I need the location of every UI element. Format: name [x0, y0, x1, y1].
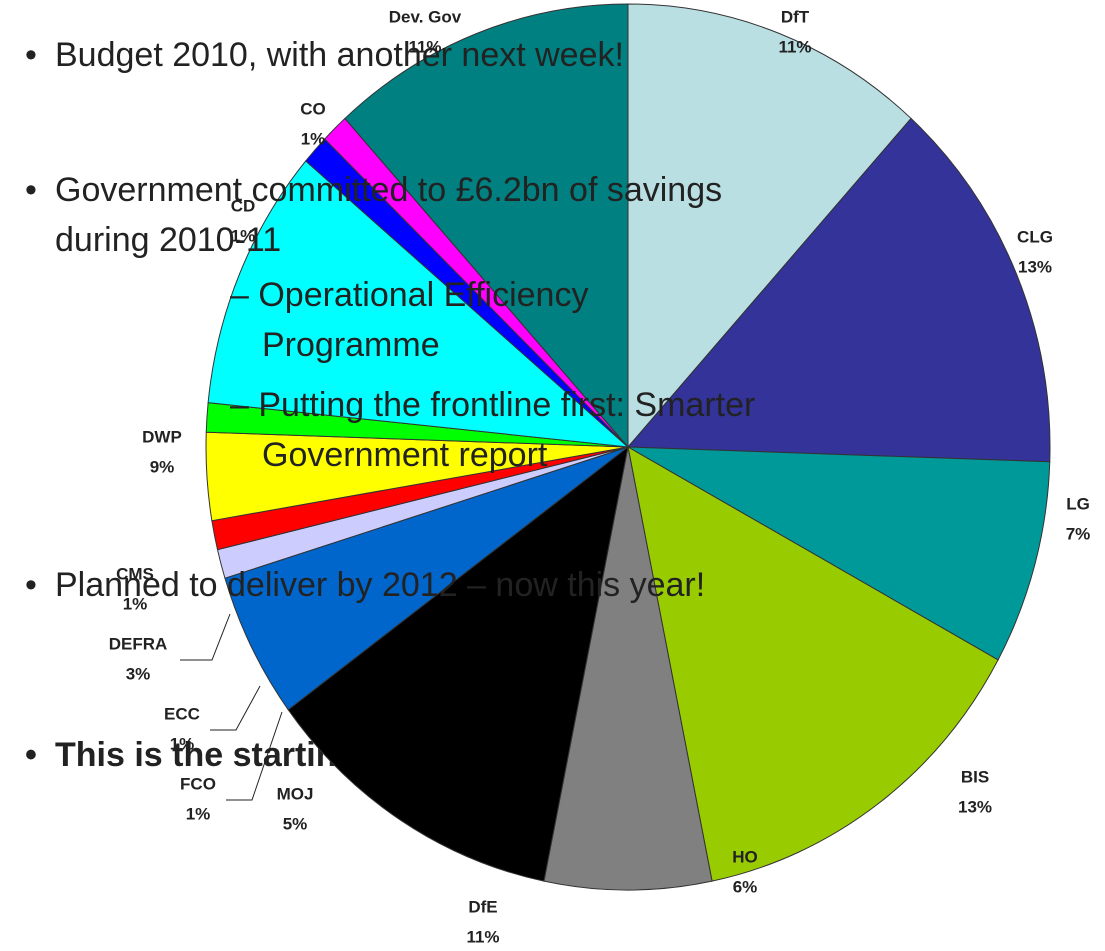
slice-label: CLG — [1017, 227, 1053, 246]
slice-value-label: 11% — [778, 37, 811, 56]
bullet: • Budget 2010, with another next week! — [25, 30, 855, 80]
slice-value-label: 13% — [1018, 257, 1052, 276]
slice-value-label: 3% — [126, 664, 151, 683]
bullet-marker: • — [25, 171, 37, 209]
pie-slice — [287, 445, 629, 882]
slice-label: DWP — [142, 427, 182, 446]
sub-bullet-text: – Putting the frontline first: Smarter G… — [230, 386, 756, 474]
pie-slice — [627, 3, 912, 449]
pie-slice — [627, 446, 1051, 661]
sub-bullet: – Operational Efficiency Programme — [230, 270, 692, 370]
bullet-text: Government committed to £6.2bn of saving… — [55, 171, 723, 259]
slice-label: ECC — [164, 704, 200, 723]
slice-value-label: 1% — [186, 804, 211, 823]
slice-value-label: 1% — [231, 226, 256, 245]
slice-label: HO — [732, 847, 758, 866]
slice-label: LG — [1066, 494, 1090, 513]
slice-label: CO — [300, 99, 326, 118]
pie-slice — [627, 446, 999, 882]
leader-line — [180, 613, 231, 661]
bullet-marker: • — [25, 36, 37, 74]
pie-slice — [626, 117, 1051, 463]
bullet-text: Planned to deliver by 2012 – now this ye… — [55, 566, 706, 604]
slice-value-label: 11% — [466, 927, 499, 946]
slice-label: CD — [231, 196, 256, 215]
slice-value-label: 1% — [301, 129, 326, 148]
slice-value-label: 5% — [283, 814, 308, 833]
slice-label: MOJ — [277, 784, 314, 803]
slice-label: FCO — [180, 774, 216, 793]
pie-slice — [207, 160, 630, 448]
sub-bullet: – Putting the frontline first: Smarter G… — [230, 380, 822, 480]
slice-value-label: 13% — [958, 797, 992, 816]
pie-slice — [224, 446, 629, 711]
slice-label: BIS — [961, 767, 989, 786]
slice-label: DfT — [781, 7, 810, 26]
slice-label: CMS — [116, 564, 154, 583]
slice-label: Dev. Gov — [389, 7, 462, 26]
slice-value-label: 7% — [1066, 524, 1091, 543]
slice-value-label: 6% — [733, 877, 758, 896]
bullet: • Government committed to £6.2bn of savin… — [25, 165, 755, 265]
slice-value-label: 11% — [408, 37, 441, 56]
pie-slice — [543, 446, 713, 891]
slice-value-label: 9% — [150, 457, 175, 476]
slice-value-label: 1% — [170, 734, 195, 753]
leader-line — [210, 685, 261, 731]
leader-line — [226, 711, 283, 801]
sub-bullet-text: – Operational Efficiency Programme — [230, 276, 589, 364]
bullet-text: Budget 2010, with another next week! — [55, 36, 624, 74]
bullet: • Planned to deliver by 2012 – now this y… — [25, 560, 815, 610]
bullet-marker: • — [25, 566, 37, 604]
pie-slice — [344, 3, 629, 449]
slice-value-label: 1% — [123, 594, 148, 613]
slice-label: DEFRA — [109, 634, 168, 653]
bullet-marker: • — [25, 736, 37, 774]
slice-label: DfE — [468, 897, 497, 916]
